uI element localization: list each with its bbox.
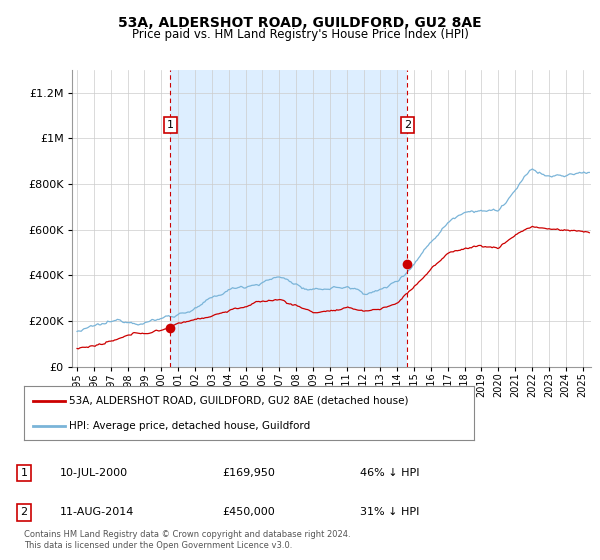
Text: 46% ↓ HPI: 46% ↓ HPI (360, 468, 419, 478)
Text: Price paid vs. HM Land Registry's House Price Index (HPI): Price paid vs. HM Land Registry's House … (131, 28, 469, 41)
Text: £169,950: £169,950 (222, 468, 275, 478)
Text: 53A, ALDERSHOT ROAD, GUILDFORD, GU2 8AE: 53A, ALDERSHOT ROAD, GUILDFORD, GU2 8AE (118, 16, 482, 30)
Text: £450,000: £450,000 (222, 507, 275, 517)
Text: 2: 2 (404, 120, 411, 130)
Text: This data is licensed under the Open Government Licence v3.0.: This data is licensed under the Open Gov… (24, 541, 292, 550)
Text: 53A, ALDERSHOT ROAD, GUILDFORD, GU2 8AE (detached house): 53A, ALDERSHOT ROAD, GUILDFORD, GU2 8AE … (69, 396, 409, 406)
Text: HPI: Average price, detached house, Guildford: HPI: Average price, detached house, Guil… (69, 421, 310, 431)
Bar (170, 70, 407, 367)
Text: Contains HM Land Registry data © Crown copyright and database right 2024.: Contains HM Land Registry data © Crown c… (24, 530, 350, 539)
Text: 2: 2 (20, 507, 28, 517)
Text: 1: 1 (167, 120, 174, 130)
Text: 11-AUG-2014: 11-AUG-2014 (60, 507, 134, 517)
Text: 1: 1 (20, 468, 28, 478)
Text: 10-JUL-2000: 10-JUL-2000 (60, 468, 128, 478)
Text: 31% ↓ HPI: 31% ↓ HPI (360, 507, 419, 517)
